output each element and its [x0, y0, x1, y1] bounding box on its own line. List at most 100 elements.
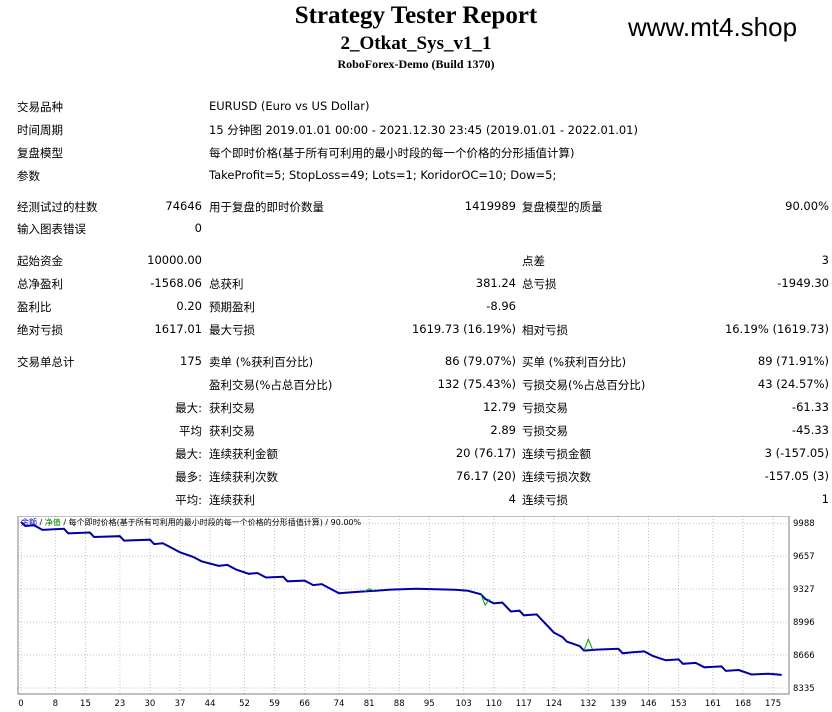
max-consec-wins-value: 20 (76.17) — [455, 446, 516, 460]
gross-loss-value: -1949.30 — [777, 276, 829, 290]
short-value: 86 (79.07%) — [444, 354, 516, 368]
max-consec-wins-label: 连续获利金额 — [209, 447, 278, 461]
row-model: 复盘模型 每个即时价格(基于所有可利用的最小时段的每一个价格的分形插值计算) — [0, 142, 832, 162]
legend-item: 每个即时价格(基于所有可利用的最小时段的每一个价格的分形插值计算) — [66, 517, 323, 527]
max-consec-losses-label: 连续亏损金额 — [522, 447, 591, 461]
quality-value: 90.00% — [785, 199, 829, 213]
net-value: -1568.06 — [150, 276, 202, 290]
expected-value: -8.96 — [486, 299, 516, 313]
equity-line — [583, 637, 594, 651]
row-period: 时间周期 15 分钟图 2019.01.01 00:00 - 2021.12.3… — [0, 119, 832, 139]
row-average: 平均 获利交易 2.89 亏损交易 -45.33 — [0, 420, 832, 440]
x-tick-label: 81 — [364, 699, 375, 709]
period-value: 15 分钟图 2019.01.01 00:00 - 2021.12.30 23:… — [209, 123, 638, 137]
legend-item: 90.00% — [328, 518, 361, 527]
chart-legend: 余额 / 净值 / 每个即时价格(基于所有可利用的最小时段的每一个价格的分形插值… — [21, 517, 362, 527]
y-tick-label: 9988 — [793, 519, 815, 529]
x-tick-label: 44 — [205, 699, 216, 709]
abs-dd-label: 绝对亏损 — [17, 323, 63, 337]
ticks-value: 1419989 — [464, 199, 516, 213]
row-avg-consec: 平均: 连续获利 4 连续亏损 1 — [0, 489, 832, 509]
watermark: www.mt4.shop — [628, 12, 798, 42]
pf-value: 0.20 — [176, 299, 202, 313]
total-trades-label: 交易单总计 — [17, 355, 75, 369]
max-consec-profit-value: 76.17 (20) — [455, 469, 516, 483]
row-params: 参数 TakeProfit=5; StopLoss=49; Lots=1; Ko… — [0, 165, 832, 185]
abs-dd-value: 1617.01 — [154, 322, 202, 336]
x-tick-label: 175 — [765, 699, 781, 709]
average-prefix: 平均 — [179, 424, 202, 438]
bars-value: 74646 — [165, 199, 202, 213]
chart-grid — [18, 516, 789, 694]
row-bars: 经测试过的柱数 74646 用于复盘的即时价数量 1419989 复盘模型的质量… — [0, 196, 832, 216]
ea-name: 2_Otkat_Sys_v1_1 — [340, 33, 492, 54]
max-consec-loss-value: -157.05 (3) — [764, 469, 829, 483]
symbol-value: EURUSD (Euro vs US Dollar) — [209, 99, 370, 113]
bars-label: 经测试过的柱数 — [17, 200, 98, 214]
legend-item: 净值 — [42, 517, 61, 527]
errors-value: 0 — [194, 221, 202, 235]
row-trade-split: 盈利交易(%占总百分比) 132 (75.43%) 亏损交易(%占总百分比) 4… — [0, 374, 832, 394]
y-tick-label: 9657 — [793, 552, 815, 562]
avg-consec-losses-label: 连续亏损 — [522, 493, 568, 507]
long-label: 买单 (%获利百分比) — [522, 355, 627, 369]
gross-profit-label: 总获利 — [209, 277, 244, 291]
average-profit-value: 2.89 — [490, 423, 516, 437]
row-symbol: 交易品种 EURUSD (Euro vs US Dollar) — [0, 96, 832, 116]
x-tick-label: 132 — [580, 699, 596, 709]
pf-label: 盈利比 — [17, 300, 52, 314]
errors-label: 输入图表错误 — [17, 222, 86, 236]
most-prefix: 最多: — [175, 470, 202, 484]
rel-dd-label: 相对亏损 — [522, 323, 568, 337]
avg-prefix: 平均: — [175, 493, 202, 507]
report-title: Strategy Tester Report — [294, 2, 538, 29]
profit-trades-label: 盈利交易(%占总百分比) — [209, 378, 333, 392]
row-drawdown: 绝对亏损 1617.01 最大亏损 1619.73 (16.19%) 相对亏损 … — [0, 319, 832, 339]
balance-line — [20, 521, 782, 676]
long-value: 89 (71.91%) — [757, 354, 829, 368]
average-loss-value: -45.33 — [791, 423, 829, 437]
x-tick-label: 15 — [80, 699, 91, 709]
spread-label: 点差 — [522, 254, 545, 268]
chart-lines — [20, 521, 782, 676]
avg-consec-wins-label: 连续获利 — [209, 493, 255, 507]
profit-trades-value: 132 (75.43%) — [437, 377, 516, 391]
x-tick-label: 8 — [53, 699, 58, 709]
x-tick-label: 88 — [394, 699, 405, 709]
largest-loss-label: 亏损交易 — [522, 401, 568, 415]
build-info: RoboForex-Demo (Build 1370) — [337, 57, 495, 71]
avg-consec-losses-value: 1 — [821, 492, 829, 506]
x-tick-label: 146 — [640, 699, 656, 709]
x-tick-label: 139 — [610, 699, 626, 709]
x-tick-label: 59 — [269, 699, 280, 709]
model-value: 每个即时价格(基于所有可利用的最小时段的每一个价格的分形插值计算) — [209, 146, 575, 160]
x-tick-label: 66 — [299, 699, 310, 709]
equity-line — [480, 594, 490, 607]
balance-chart: 9988 9657 9327 8996 8666 8335 0 8 15 23 30 37 44 52 59… — [17, 516, 815, 709]
y-tick-label: 8666 — [793, 651, 815, 661]
net-label: 总净盈利 — [17, 277, 63, 291]
row-deposit: 起始资金 10000.00 点差 3 — [0, 250, 832, 270]
x-tick-label: 124 — [546, 699, 562, 709]
legend-item: / — [323, 518, 329, 527]
row-largest: 最大: 获利交易 12.79 亏损交易 -61.33 — [0, 397, 832, 417]
gross-loss-label: 总亏损 — [522, 277, 557, 291]
max-dd-label: 最大亏损 — [209, 323, 255, 337]
max-consec-losses-value: 3 (-157.05) — [764, 446, 829, 460]
x-tick-label: 52 — [239, 699, 250, 709]
loss-trades-value: 43 (24.57%) — [757, 377, 829, 391]
gross-profit-value: 381.24 — [475, 276, 516, 290]
legend-item: / — [61, 518, 67, 527]
average-profit-label: 获利交易 — [209, 424, 255, 438]
x-tick-label: 110 — [486, 699, 502, 709]
max-dd-value: 1619.73 (16.19%) — [411, 322, 516, 336]
x-tick-label: 161 — [705, 699, 721, 709]
x-tick-label: 117 — [516, 699, 532, 709]
total-trades-value: 175 — [180, 354, 202, 368]
spread-value: 3 — [821, 253, 829, 267]
legend-item: 余额 — [21, 517, 37, 527]
y-tick-label: 9327 — [793, 585, 815, 595]
x-tick-label: 37 — [175, 699, 186, 709]
loss-trades-label: 亏损交易(%占总百分比) — [522, 378, 646, 392]
row-trades: 交易单总计 175 卖单 (%获利百分比) 86 (79.07%) 买单 (%获… — [0, 351, 832, 371]
